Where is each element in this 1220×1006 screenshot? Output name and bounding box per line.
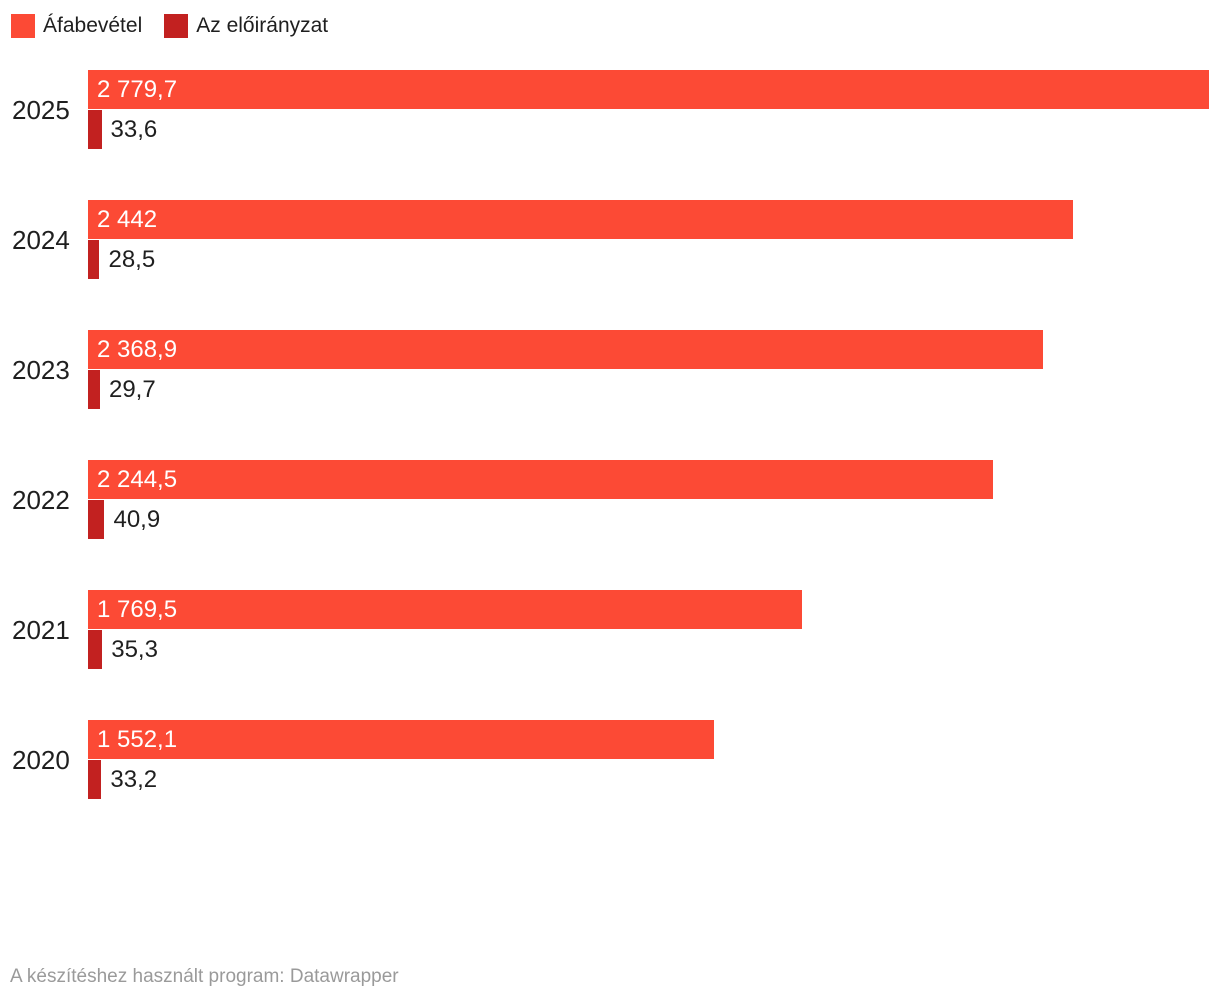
chart-row: 2023 2 368,9 29,7	[0, 320, 1220, 450]
bar-line: 33,6	[88, 110, 1209, 149]
legend-label-eloiranyzat: Az előirányzat	[196, 14, 329, 37]
legend-item-afabevetel: Áfabevétel	[11, 14, 142, 38]
bar-line: 33,2	[88, 760, 1209, 799]
category-label: 2024	[12, 224, 70, 255]
bar-group: 1 552,1 33,2	[88, 720, 1209, 799]
legend: Áfabevétel Az előirányzat	[11, 14, 328, 38]
chart-row: 2025 2 779,7 33,6	[0, 60, 1220, 190]
bar-group: 2 368,9 29,7	[88, 330, 1209, 409]
chart-row: 2021 1 769,5 35,3	[0, 580, 1220, 710]
bar-eloiranyzat	[88, 500, 105, 539]
bar-afabevetel-value-label: 2 244,5	[97, 465, 178, 493]
bar-eloiranyzat	[88, 630, 103, 669]
bar-afabevetel-value-label: 1 552,1	[97, 725, 178, 753]
bar-group: 1 769,5 35,3	[88, 590, 1209, 669]
bar-afabevetel-value-label: 1 769,5	[97, 595, 178, 623]
category-label: 2021	[12, 614, 70, 645]
bar-eloiranyzat-value-label: 33,2	[110, 765, 158, 793]
bar-afabevetel: 2 779,7	[88, 70, 1209, 109]
bar-eloiranyzat	[88, 240, 100, 279]
bar-afabevetel: 1 552,1	[88, 720, 714, 759]
bar-afabevetel: 2 442	[88, 200, 1073, 239]
legend-item-eloiranyzat: Az előirányzat	[164, 14, 328, 38]
chart-row: 2024 2 442 28,5	[0, 190, 1220, 320]
bar-eloiranyzat	[88, 370, 100, 409]
bar-afabevetel-value-label: 2 368,9	[97, 335, 178, 363]
bar-line: 35,3	[88, 630, 1209, 669]
bar-group: 2 442 28,5	[88, 200, 1209, 279]
bar-afabevetel-value-label: 2 442	[97, 205, 158, 233]
bar-line: 29,7	[88, 370, 1209, 409]
bar-afabevetel: 1 769,5	[88, 590, 802, 629]
category-label: 2020	[12, 744, 70, 775]
bar-eloiranyzat-value-label: 35,3	[111, 635, 158, 663]
bar-eloiranyzat-value-label: 40,9	[113, 505, 161, 533]
attribution-text: A készítéshez használt program: Datawrap…	[10, 966, 399, 987]
legend-swatch-afabevetel-icon	[11, 14, 35, 38]
chart-row: 2022 2 244,5 40,9	[0, 450, 1220, 580]
bar-afabevetel-value-label: 2 779,7	[97, 75, 178, 103]
bar-line: 28,5	[88, 240, 1209, 279]
bar-eloiranyzat-value-label: 29,7	[108, 375, 156, 403]
legend-swatch-eloiranyzat-icon	[164, 14, 189, 38]
bar-eloiranyzat-value-label: 28,5	[108, 245, 156, 273]
bar-eloiranyzat-value-label: 33,6	[110, 115, 158, 143]
bar-group: 2 779,7 33,6	[88, 70, 1209, 149]
legend-label-afabevetel: Áfabevétel	[43, 14, 143, 37]
chart-row: 2020 1 552,1 33,2	[0, 710, 1220, 840]
chart-rows: 2025 2 779,7 33,6 2024 2 442 28,5 2023	[0, 60, 1220, 840]
bar-afabevetel: 2 244,5	[88, 460, 994, 499]
category-label: 2023	[12, 354, 70, 385]
category-label: 2025	[12, 94, 70, 125]
bar-eloiranyzat	[88, 110, 102, 149]
bar-group: 2 244,5 40,9	[88, 460, 1209, 539]
category-label: 2022	[12, 484, 70, 515]
bar-eloiranyzat	[88, 760, 102, 799]
bar-afabevetel: 2 368,9	[88, 330, 1044, 369]
bar-line: 40,9	[88, 500, 1209, 539]
